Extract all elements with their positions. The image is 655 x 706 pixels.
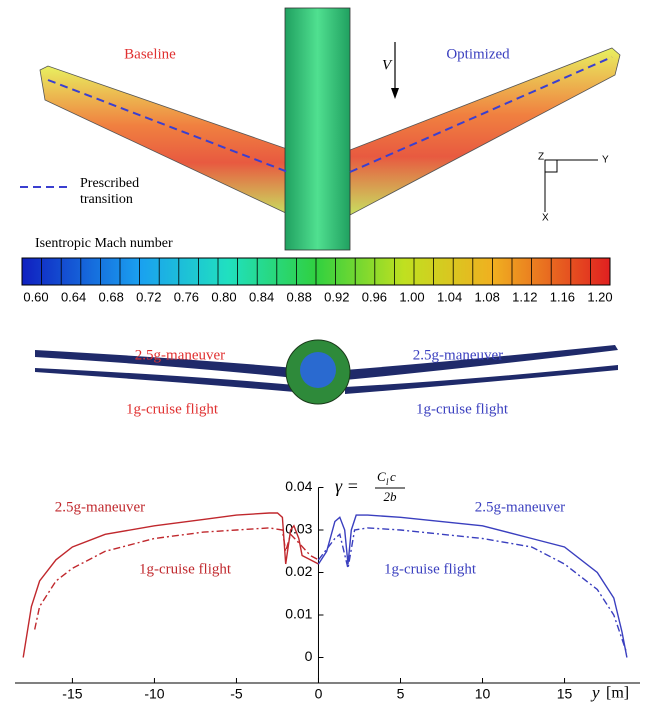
formula-sub: l: [386, 477, 389, 487]
formula-den: 2b: [384, 489, 398, 504]
x-axis-label: y: [590, 683, 600, 702]
line-series: [319, 515, 627, 657]
colorbar-tick-label: 1.20: [587, 289, 612, 304]
colorbar-tick-label: 0.88: [287, 289, 312, 304]
baseline-label: Baseline: [124, 46, 176, 62]
axis-x-label: X: [542, 213, 549, 224]
line-series: [35, 528, 319, 630]
formula-lhs: γ =: [335, 476, 359, 496]
left-wing: [40, 66, 290, 215]
colorbar-tick-label: 0.92: [324, 289, 349, 304]
colorbar-tick-label: 0.80: [211, 289, 236, 304]
colorbar-tick-label: 0.84: [249, 289, 274, 304]
axis-y-label: Y: [602, 155, 609, 166]
colorbar-tick-label: 0.68: [99, 289, 124, 304]
x-tick-label: -5: [230, 686, 243, 702]
deform-label: 1g-cruise flight: [126, 401, 219, 417]
colorbar-tick-label: 0.72: [136, 289, 161, 304]
x-tick-label: -10: [144, 686, 164, 702]
chart-annotation: 1g-cruise flight: [139, 561, 232, 577]
fuselage-section: [300, 352, 336, 388]
y-tick-label: 0.01: [285, 606, 312, 622]
colorbar-tick-label: 1.00: [399, 289, 424, 304]
y-tick-label: 0.02: [285, 563, 312, 579]
velocity-label: V: [382, 57, 393, 73]
deform-label: 1g-cruise flight: [416, 401, 509, 417]
chart-annotation: 1g-cruise flight: [384, 561, 477, 577]
x-axis-unit: [m]: [606, 685, 629, 702]
line-series: [23, 513, 318, 658]
x-tick-label: 10: [475, 686, 491, 702]
deform-label: 2.5g-maneuver: [135, 347, 225, 363]
colorbar-tick-label: 1.12: [512, 289, 537, 304]
legend-text: transition: [80, 192, 133, 207]
colorbar-tick-label: 0.76: [174, 289, 199, 304]
colorbar-tick-label: 1.04: [437, 289, 462, 304]
x-tick-label: 0: [315, 686, 323, 702]
x-tick-label: 5: [397, 686, 405, 702]
deform-label: 2.5g-maneuver: [413, 347, 503, 363]
y-tick-label: 0: [305, 648, 313, 664]
x-tick-label: 15: [557, 686, 573, 702]
chart-annotation: 2.5g-maneuver: [475, 499, 565, 515]
colorbar-tick-label: 0.96: [362, 289, 387, 304]
colorbar-ticks: 0.60 0.64 0.68 0.72 0.76 0.80 0.84 0.88 0.92 0.96…: [23, 289, 612, 304]
colorbar-tick-label: 1.16: [550, 289, 575, 304]
chart-annotation: 2.5g-maneuver: [55, 499, 145, 515]
coordinate-axes: [545, 160, 598, 212]
colorbar-title: Isentropic Mach number: [35, 236, 173, 251]
formula-num: C: [377, 469, 386, 484]
line-series: [319, 528, 627, 653]
colorbar-tick-label: 0.64: [61, 289, 86, 304]
formula-num: c: [390, 469, 396, 484]
axis-z-label: Z: [538, 152, 544, 163]
colorbar-tick-label: 0.60: [23, 289, 48, 304]
optimized-label: Optimized: [446, 46, 510, 62]
arrow-head: [391, 88, 399, 99]
colorbar-tick-label: 1.08: [475, 289, 500, 304]
fuselage: [285, 8, 350, 250]
y-tick-label: 0.04: [285, 478, 312, 494]
legend-text: Prescribed: [80, 176, 139, 191]
x-tick-label: -15: [62, 686, 82, 702]
figure: Baseline Optimized V Prescribed transiti…: [0, 0, 655, 706]
